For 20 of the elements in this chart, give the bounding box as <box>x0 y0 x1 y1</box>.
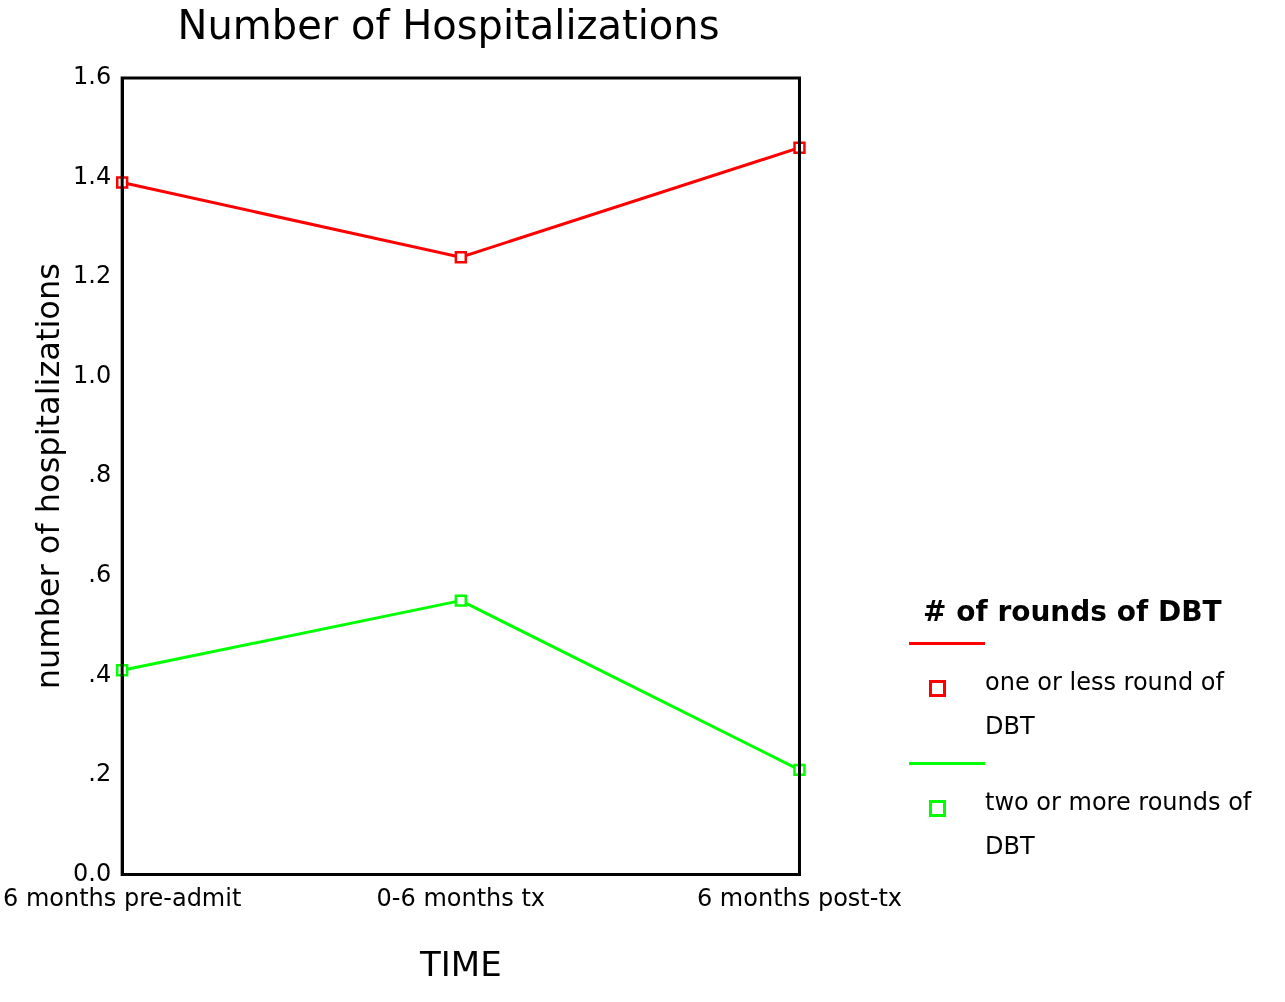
point <box>454 250 468 264</box>
legend-label: one or less round of DBT <box>985 667 1226 742</box>
y-tick-label: 1.4 <box>72 161 112 190</box>
y-tick-label: 1.6 <box>72 62 112 91</box>
y-tick-label: .8 <box>88 460 112 489</box>
y-tick-label: 1.0 <box>72 360 112 389</box>
point <box>454 594 468 607</box>
legend-label: two or more rounds of DBT <box>985 787 1253 862</box>
y-tick-label: .2 <box>88 759 112 788</box>
y-tick-label: 1.2 <box>72 261 112 290</box>
chart-title: Number of Hospitalizations <box>177 2 720 49</box>
y-axis-title: number of hospitalizations <box>29 263 68 690</box>
x-tick-label: 6 months pre-admit <box>3 884 242 913</box>
x-axis-title: TIME <box>419 944 502 985</box>
x-tick-label: 0-6 months tx <box>376 884 546 913</box>
y-tick-label: .4 <box>88 659 112 688</box>
y-tick-label: .6 <box>88 559 112 588</box>
y-tick-label: 0.0 <box>72 858 112 887</box>
x-tick-label: 6 months post-tx <box>696 884 902 913</box>
legend-title: # of rounds of DBT <box>923 595 1223 628</box>
